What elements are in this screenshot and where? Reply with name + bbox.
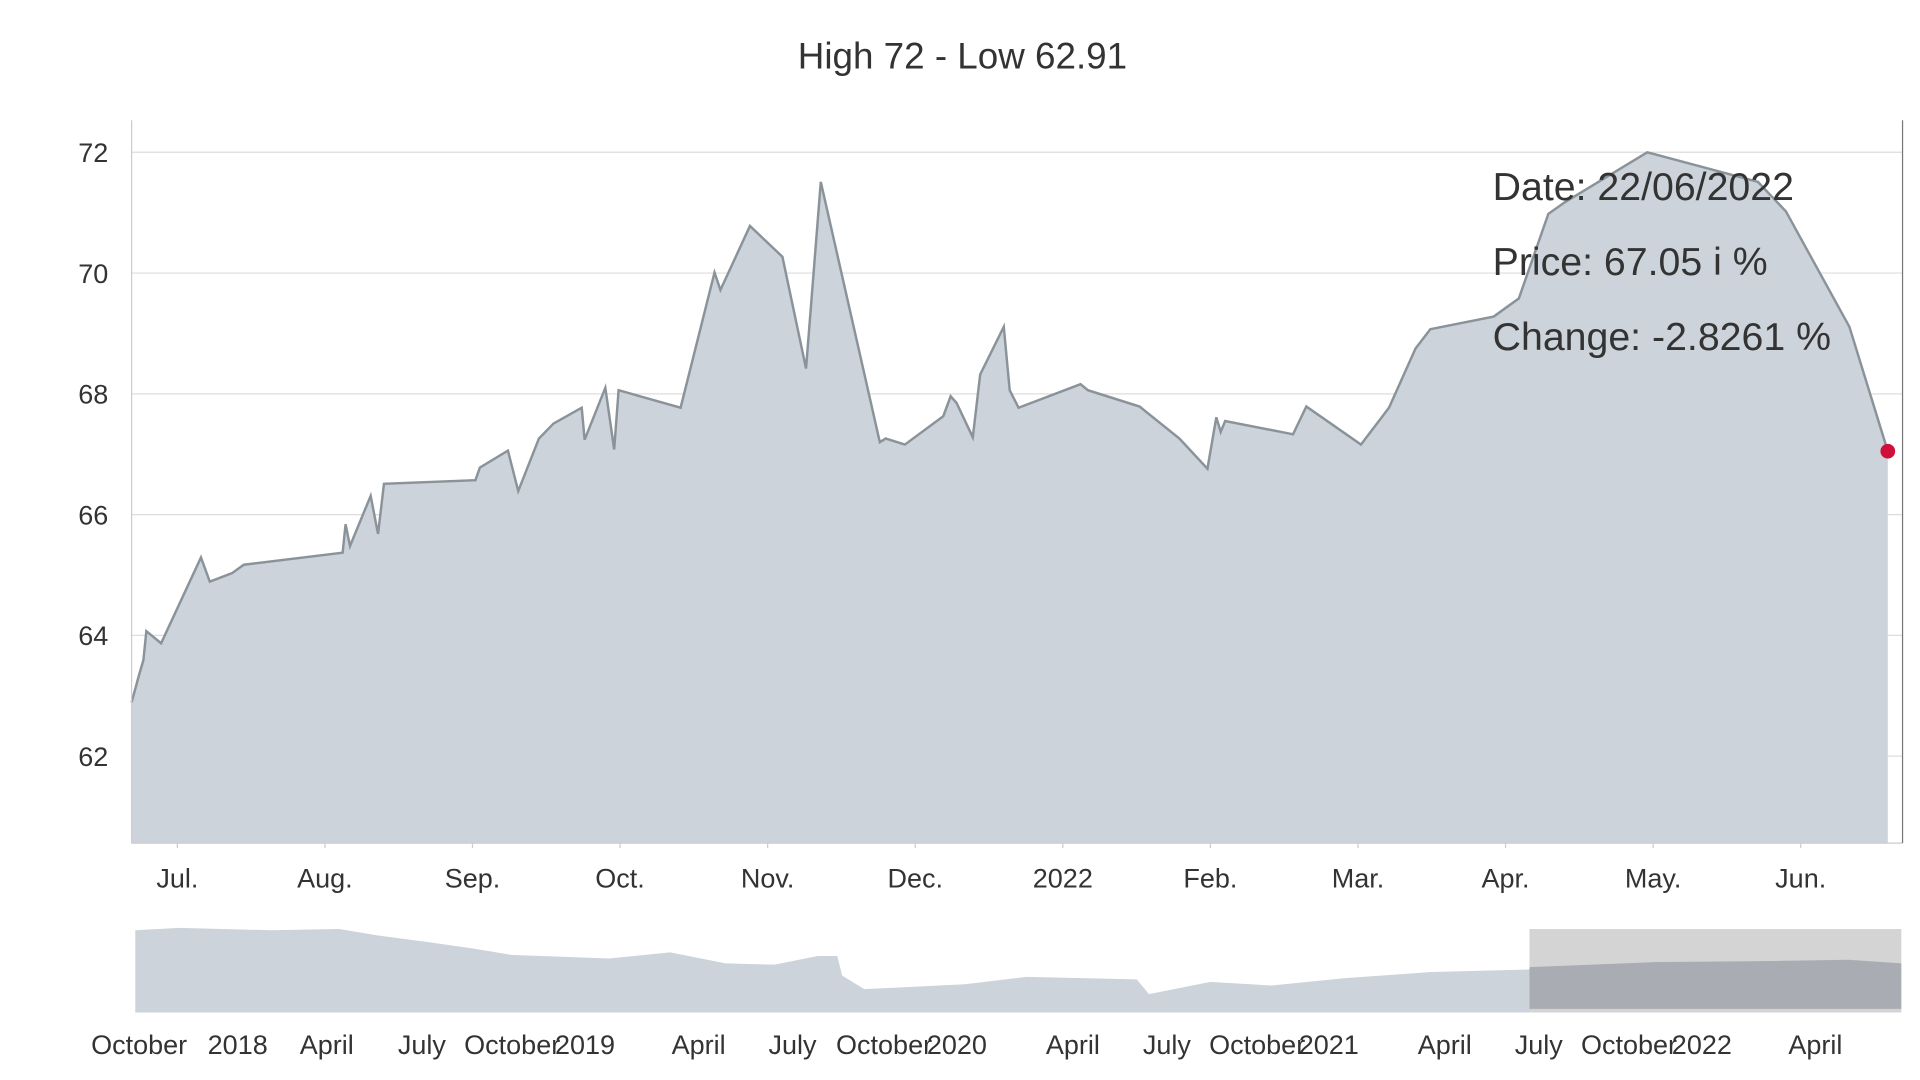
x-tick-label: Feb. (1183, 863, 1237, 893)
navigator-label: April (1788, 1030, 1842, 1060)
tooltip-line: Price: 67.05 i % (1493, 240, 1768, 284)
chart-title: High 72 - Low 62.91 (798, 36, 1127, 77)
y-tick-label: 62 (78, 742, 108, 772)
x-tick-label: Dec. (887, 863, 943, 893)
navigator-label: July (1515, 1030, 1564, 1060)
x-tick-label: Jun. (1775, 863, 1826, 893)
y-tick-label: 70 (78, 259, 108, 289)
x-tick-label: Mar. (1332, 863, 1385, 893)
area (131, 152, 1888, 844)
x-tick-label: May. (1625, 863, 1682, 893)
x-tick-label: Oct. (595, 863, 645, 893)
navigator-selected (1529, 959, 1902, 1009)
navigator-label: April (1418, 1030, 1472, 1060)
navigator-label: July (1143, 1030, 1192, 1060)
navigator-label: 2022 (1672, 1030, 1732, 1060)
navigator-label: April (672, 1030, 726, 1060)
navigator-label: 2020 (927, 1030, 987, 1060)
x-tick-label: 2022 (1033, 863, 1093, 893)
x-tick-label: Aug. (297, 863, 353, 893)
y-tick-label: 72 (78, 138, 108, 168)
navigator-label: October (464, 1030, 560, 1060)
tooltip-line: Date: 22/06/2022 (1493, 165, 1794, 209)
y-tick-label: 64 (78, 621, 108, 651)
navigator-label: 2018 (208, 1030, 268, 1060)
x-tick-label: Nov. (741, 863, 795, 893)
tooltip: Date: 22/06/2022 Price: 67.05 i % Change: … (1493, 165, 1831, 359)
y-tick-label: 68 (78, 380, 108, 410)
navigator-label: April (300, 1030, 354, 1060)
tooltip-line: Change: -2.8261 % (1493, 315, 1831, 359)
x-tick-label: Sep. (445, 863, 501, 893)
navigator-label: 2021 (1299, 1030, 1359, 1060)
navigator-label: October (1581, 1030, 1677, 1060)
line (130, 150, 1889, 703)
x-tick-label: Apr. (1482, 863, 1530, 893)
y-tick-label: 66 (78, 500, 108, 530)
x-tick-label: Jul. (156, 863, 198, 893)
navigator-label: April (1046, 1030, 1100, 1060)
navigator-label: October (91, 1030, 187, 1060)
navigator-label: October (836, 1030, 932, 1060)
navigator (135, 927, 1902, 1013)
navigator-label: October (1209, 1030, 1305, 1060)
navigator-label: 2019 (555, 1030, 615, 1060)
hover-point (1880, 443, 1896, 459)
navigator-area (135, 927, 1530, 1013)
navigator-label: July (769, 1030, 818, 1060)
navigator-label: July (398, 1030, 447, 1060)
